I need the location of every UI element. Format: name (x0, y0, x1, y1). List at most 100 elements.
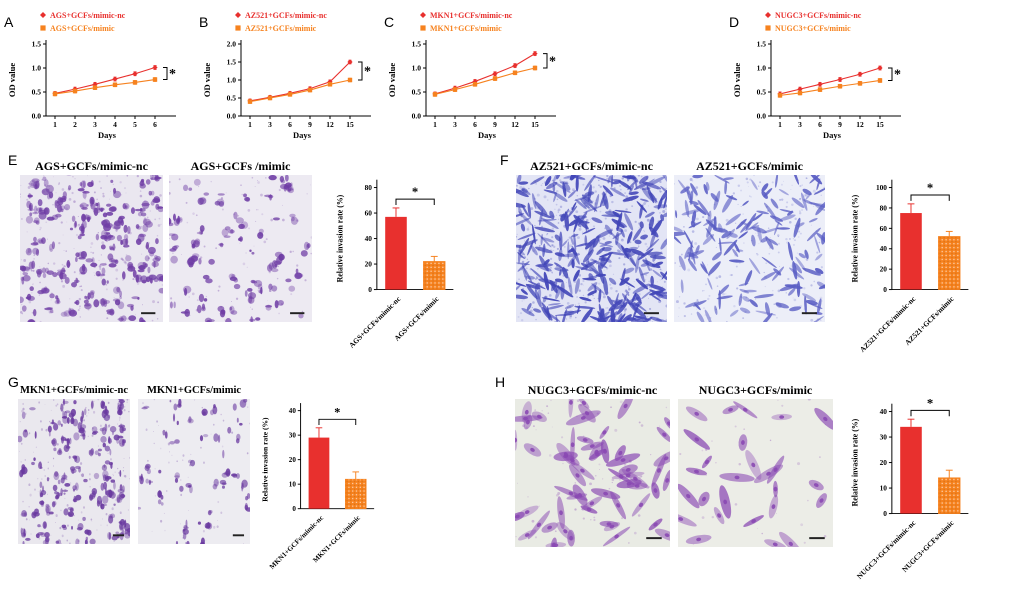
diamond-marker (420, 12, 426, 18)
bar (900, 213, 922, 290)
square-marker (267, 95, 273, 101)
square-marker (472, 82, 478, 87)
x-tick-label: 6 (153, 120, 157, 129)
y-tick-label: 1.0 (32, 64, 42, 73)
square-marker (837, 84, 843, 89)
y-tick-label: 30 (289, 432, 297, 440)
scale-bar (290, 312, 305, 315)
bar-chart-e: 0 20 40 60 80 Relative invasion rate (%) AGS+G… (336, 179, 454, 350)
y-tick-label: 0 (883, 509, 887, 518)
cell-layer (20, 175, 163, 322)
cell-layer (169, 175, 312, 322)
scale-bar (112, 534, 125, 537)
x-tick-label: 1 (778, 120, 782, 129)
square-marker (235, 25, 241, 31)
diamond-marker (797, 86, 803, 92)
y-tick-label: 40 (880, 244, 888, 253)
micrograph: AZ521+GCFs/mimic (674, 158, 825, 322)
y-tick-label: 20 (880, 265, 888, 274)
y-tick-label: 0 (292, 505, 296, 513)
panel-h-label: H (495, 374, 506, 390)
y-tick-label: 1.5 (32, 40, 42, 49)
x-tick-label: 1 (433, 120, 437, 129)
y-tick-label: 20 (289, 456, 297, 464)
panel-c: C MKN1+GCFs/mimic-nc MKN1+GCFs/mimic 0.0 0.… (382, 4, 577, 146)
diamond-marker (837, 76, 843, 83)
y-tick-label: 10 (289, 481, 297, 489)
legend-label: NUGC3+GCFs/mimic (775, 24, 851, 33)
micrograph-image (674, 175, 825, 322)
y-tick-label: 40 (365, 234, 373, 243)
panel-g: G MKN1+GCFs/mimic-nc MKN1+GCFs/mimic 0 10… (8, 372, 388, 594)
y-tick-label: 0.0 (412, 112, 422, 121)
category-label: AGS+GCFs/mimic-nc (347, 294, 403, 350)
diamond-marker (152, 64, 158, 71)
series (432, 65, 538, 97)
bar (938, 236, 961, 290)
x-axis-label: Days (478, 130, 497, 140)
micrograph-title: AGS+GCFs /mimic (190, 159, 291, 173)
square-marker (327, 82, 333, 87)
square-marker (877, 78, 883, 83)
y-axis-label: Relative invasion rate (%) (336, 194, 345, 282)
micrograph: AZ521+GCFs/mimic-nc (516, 158, 667, 322)
panel-b-label: B (199, 14, 209, 30)
cell-layer (516, 175, 667, 322)
square-marker (287, 92, 293, 97)
micrograph: NUGC3+GCFs/mimic (678, 382, 833, 547)
x-axis-label: Days (823, 130, 842, 140)
bar (385, 216, 407, 290)
x-axis-label: Days (98, 130, 117, 140)
x-tick-label: 12 (326, 120, 334, 129)
line-chart-b: AZ521+GCFs/mimic-nc AZ521+GCFs/mimic 0.0 0.… (202, 11, 371, 140)
micrograph-image (138, 399, 250, 544)
x-axis-label: Days (293, 130, 312, 140)
significance-bracket (318, 418, 357, 425)
x-tick-label: 6 (818, 120, 822, 129)
significance-asterisk: * (169, 67, 176, 82)
x-tick-label: 6 (473, 120, 477, 129)
cell-layer (138, 399, 250, 544)
scale-bar (809, 537, 825, 540)
panel-f-label: F (500, 152, 509, 168)
scale-bar (643, 312, 659, 315)
y-tick-label: 30 (880, 433, 888, 442)
scale-bar (232, 534, 245, 537)
x-tick-label: 15 (346, 120, 354, 129)
x-tick-label: 1 (248, 120, 252, 129)
panel-c-label: C (384, 14, 395, 30)
scale-bar (646, 537, 662, 540)
y-axis-label: OD value (7, 63, 17, 97)
micrograph-title: MKN1+GCFs/mimic (146, 385, 242, 396)
significance-asterisk: * (927, 396, 933, 410)
micrograph: MKN1+GCFs/mimic-nc (18, 382, 130, 544)
y-tick-label: 0 (883, 285, 887, 294)
y-tick-label: 20 (365, 260, 373, 269)
x-tick-label: 12 (856, 120, 864, 129)
x-tick-label: 6 (288, 120, 292, 129)
diamond-marker (492, 71, 498, 77)
series (52, 64, 158, 97)
square-marker (112, 82, 118, 87)
diamond-marker (235, 12, 241, 18)
significance-asterisk: * (927, 181, 933, 195)
y-tick-label: 0.0 (757, 112, 767, 121)
y-tick-label: 1.0 (227, 76, 237, 85)
cell-layer (678, 399, 833, 547)
micrograph-image (516, 175, 667, 322)
x-tick-label: 3 (268, 120, 272, 129)
diamond-marker (347, 59, 353, 65)
scale-bar (141, 312, 156, 315)
square-marker (52, 91, 58, 97)
panel-a-label: A (4, 14, 14, 30)
x-tick-label: 9 (493, 120, 497, 129)
significance-bracket (163, 67, 168, 81)
y-axis-label: Relative invasion rate (%) (851, 194, 860, 282)
legend-label: AGS+GCFs/mimic (50, 24, 115, 33)
square-marker (532, 65, 538, 71)
y-tick-label: 0.5 (412, 88, 422, 97)
y-tick-label: 100 (876, 183, 887, 192)
panel-d: D NUGC3+GCFs/mimic-nc NUGC3+GCFs/mimic 0.0… (727, 4, 922, 146)
